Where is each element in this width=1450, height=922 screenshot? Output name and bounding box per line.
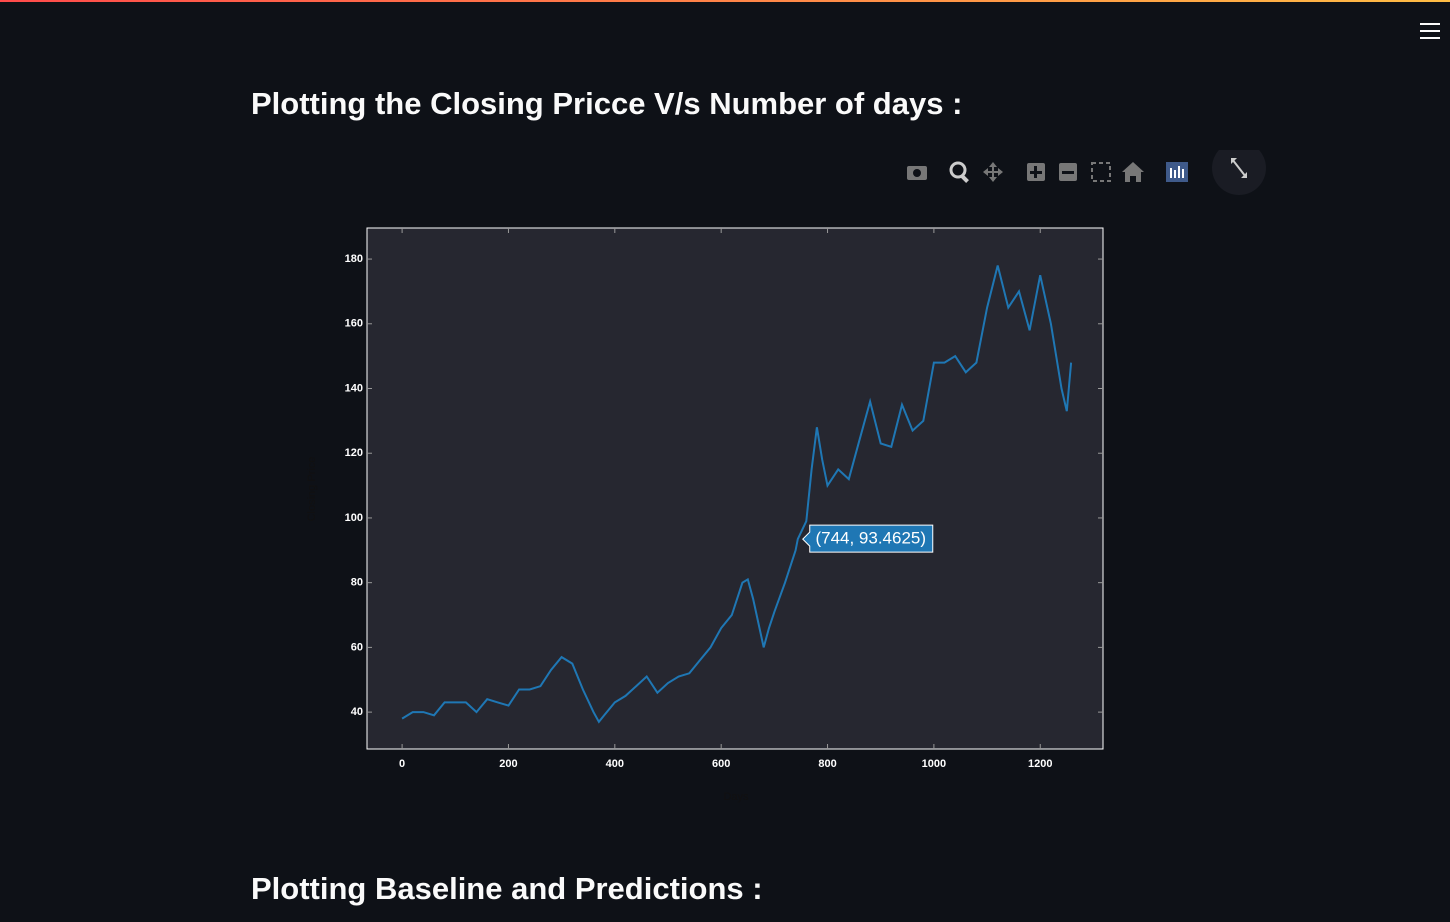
- x-tick-label: 600: [712, 758, 730, 770]
- heading: Plotting Baseline and Predictions :: [251, 871, 763, 906]
- tooltip-box: [802, 524, 934, 553]
- y-tick-label: 60: [351, 641, 363, 653]
- y-tick-label: 40: [351, 706, 363, 718]
- toolbar-icons[interactable]: [907, 161, 1188, 183]
- toolbar: [907, 150, 1266, 195]
- fullscreen-button[interactable]: [1212, 150, 1266, 195]
- y-tick-label: 160: [345, 318, 363, 330]
- y-tick-label: 80: [351, 577, 363, 589]
- y-axis-label: Closing Price: [306, 457, 318, 522]
- price-line: [401, 265, 1073, 724]
- x-tick-label: 1000: [922, 758, 946, 770]
- x-tick-label: 800: [818, 758, 836, 770]
- top-decoration: [0, 0, 1450, 2]
- menu-button[interactable]: [1418, 20, 1442, 42]
- y-tick-label: 140: [345, 382, 363, 394]
- tooltip-text: (744, 93.4625): [815, 529, 926, 548]
- y-tick-label: 180: [345, 253, 363, 265]
- plot-area: [366, 227, 1104, 750]
- x-tick-label: 200: [499, 758, 517, 770]
- x-tick-label: 1200: [1028, 758, 1052, 770]
- x-tick-label: 400: [606, 758, 624, 770]
- y-tick-label: 100: [345, 512, 363, 524]
- heading: Plotting the Closing Pricce V/s Number o…: [251, 86, 963, 121]
- x-tick-label: 0: [399, 758, 405, 770]
- y-tick-label: 120: [345, 447, 363, 459]
- x-axis-label: Days: [723, 791, 749, 803]
